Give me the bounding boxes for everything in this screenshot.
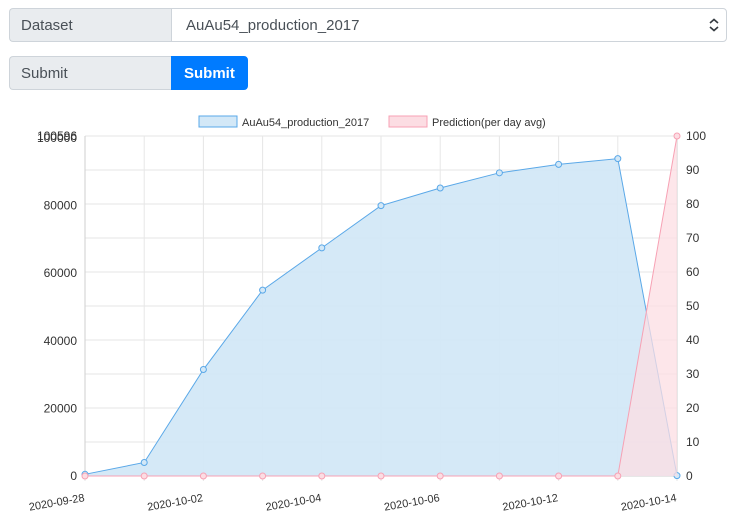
y-right-tick-label: 20 bbox=[686, 401, 700, 415]
data-point bbox=[81, 472, 89, 480]
series-area bbox=[85, 158, 677, 476]
data-point bbox=[318, 472, 326, 480]
y-right-tick-label: 80 bbox=[686, 197, 700, 211]
dataset-label: Dataset bbox=[9, 8, 171, 42]
data-point bbox=[495, 169, 503, 177]
data-point bbox=[140, 458, 148, 466]
y-right-tick-label: 30 bbox=[686, 367, 700, 381]
submit-button[interactable]: Submit bbox=[171, 56, 248, 90]
y-left-tick-label: 60000 bbox=[44, 266, 78, 280]
y-right-tick-label: 90 bbox=[686, 163, 700, 177]
submit-row: Submit Submit bbox=[9, 56, 248, 90]
x-tick-label: 2020-10-14 bbox=[620, 492, 678, 514]
x-tick-label: 2020-10-04 bbox=[265, 492, 323, 514]
y-right-tick-label: 70 bbox=[686, 231, 700, 245]
y-left-tick-label: 100000 bbox=[37, 131, 77, 145]
submit-label: Submit bbox=[9, 56, 171, 90]
data-point bbox=[259, 286, 267, 294]
y-right-tick-label: 0 bbox=[686, 469, 693, 483]
legend-label: AuAu54_production_2017 bbox=[242, 117, 369, 129]
y-right-tick-label: 60 bbox=[686, 265, 700, 279]
x-tick-label: 2020-09-28 bbox=[28, 492, 86, 514]
y-right-tick-label: 100 bbox=[686, 129, 706, 143]
data-point bbox=[614, 155, 622, 163]
data-point bbox=[436, 472, 444, 480]
x-tick-label: 2020-10-02 bbox=[146, 492, 204, 514]
data-point bbox=[318, 244, 326, 252]
y-right-tick-label: 40 bbox=[686, 333, 700, 347]
y-left-tick-label: 80000 bbox=[44, 199, 78, 213]
data-point bbox=[199, 366, 207, 374]
data-point bbox=[199, 472, 207, 480]
data-point bbox=[614, 472, 622, 480]
data-point bbox=[555, 472, 563, 480]
x-tick-label: 2020-10-06 bbox=[383, 492, 441, 514]
dataset-select-value: AuAu54_production_2017 bbox=[186, 16, 360, 34]
y-right-tick-label: 50 bbox=[686, 299, 700, 313]
y-left-tick-label: 100596 bbox=[37, 129, 77, 143]
data-point bbox=[436, 184, 444, 192]
data-point bbox=[495, 472, 503, 480]
data-point bbox=[555, 160, 563, 168]
legend-label: Prediction(per day avg) bbox=[432, 117, 546, 129]
legend-swatch bbox=[198, 115, 238, 128]
dataset-select[interactable]: AuAu54_production_2017 bbox=[171, 8, 727, 42]
y-left-tick-label: 20000 bbox=[44, 401, 78, 415]
x-tick-label: 2020-10-12 bbox=[502, 492, 560, 514]
chevron-updown-icon bbox=[709, 18, 719, 32]
y-left-tick-label: 0 bbox=[70, 469, 77, 483]
y-right-tick-label: 10 bbox=[686, 435, 700, 449]
legend: AuAu54_production_2017 Prediction(per day… bbox=[198, 115, 546, 129]
data-point bbox=[377, 202, 385, 210]
data-point bbox=[259, 472, 267, 480]
dataset-row: Dataset AuAu54_production_2017 bbox=[9, 8, 727, 42]
data-point bbox=[673, 132, 681, 140]
data-point bbox=[140, 472, 148, 480]
data-point bbox=[377, 472, 385, 480]
legend-swatch bbox=[388, 115, 428, 128]
y-left-tick-label: 40000 bbox=[44, 334, 78, 348]
